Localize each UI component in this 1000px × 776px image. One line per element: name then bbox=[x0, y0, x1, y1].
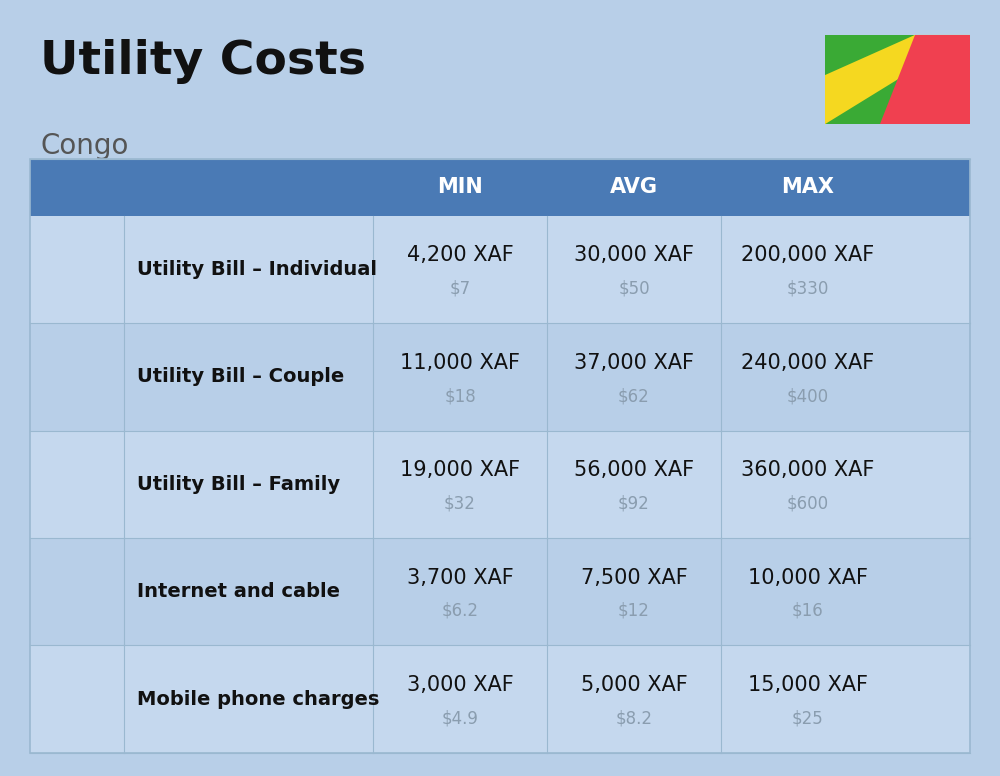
Text: Utility Costs: Utility Costs bbox=[40, 39, 366, 84]
Text: 10,000 XAF: 10,000 XAF bbox=[748, 568, 868, 587]
Text: $330: $330 bbox=[787, 280, 829, 298]
Bar bbox=[30, 159, 970, 216]
Bar bbox=[30, 216, 970, 323]
Text: 56,000 XAF: 56,000 XAF bbox=[574, 460, 694, 480]
Text: 15,000 XAF: 15,000 XAF bbox=[748, 675, 868, 695]
Text: $400: $400 bbox=[787, 387, 829, 405]
Polygon shape bbox=[825, 35, 970, 124]
Bar bbox=[30, 538, 970, 646]
Text: 19,000 XAF: 19,000 XAF bbox=[400, 460, 520, 480]
Text: $92: $92 bbox=[618, 494, 650, 513]
Text: Utility Bill – Individual: Utility Bill – Individual bbox=[137, 260, 377, 279]
Text: Mobile phone charges: Mobile phone charges bbox=[137, 690, 379, 708]
Text: $12: $12 bbox=[618, 602, 650, 620]
Text: MIN: MIN bbox=[437, 178, 483, 197]
Text: 5,000 XAF: 5,000 XAF bbox=[581, 675, 687, 695]
Text: 4,200 XAF: 4,200 XAF bbox=[407, 245, 513, 265]
Text: Utility Bill – Couple: Utility Bill – Couple bbox=[137, 367, 344, 386]
Text: 200,000 XAF: 200,000 XAF bbox=[741, 245, 874, 265]
Text: $7: $7 bbox=[449, 280, 471, 298]
Text: $6.2: $6.2 bbox=[442, 602, 479, 620]
Text: 37,000 XAF: 37,000 XAF bbox=[574, 353, 694, 372]
Text: 360,000 XAF: 360,000 XAF bbox=[741, 460, 875, 480]
Text: 11,000 XAF: 11,000 XAF bbox=[400, 353, 520, 372]
Bar bbox=[30, 159, 970, 753]
Text: $50: $50 bbox=[618, 280, 650, 298]
Text: 3,700 XAF: 3,700 XAF bbox=[407, 568, 513, 587]
Bar bbox=[30, 646, 970, 753]
Text: $8.2: $8.2 bbox=[615, 709, 652, 727]
Text: MAX: MAX bbox=[781, 178, 834, 197]
Text: $25: $25 bbox=[792, 709, 824, 727]
Bar bbox=[825, 35, 970, 124]
Text: 30,000 XAF: 30,000 XAF bbox=[574, 245, 694, 265]
Bar bbox=[30, 323, 970, 431]
Text: Internet and cable: Internet and cable bbox=[137, 582, 340, 601]
Bar bbox=[30, 431, 970, 538]
Text: 240,000 XAF: 240,000 XAF bbox=[741, 353, 874, 372]
Text: $600: $600 bbox=[787, 494, 829, 513]
Text: $62: $62 bbox=[618, 387, 650, 405]
Polygon shape bbox=[880, 35, 970, 124]
Text: 3,000 XAF: 3,000 XAF bbox=[407, 675, 513, 695]
Text: Utility Bill – Family: Utility Bill – Family bbox=[137, 475, 340, 494]
Text: $16: $16 bbox=[792, 602, 824, 620]
Text: $4.9: $4.9 bbox=[442, 709, 478, 727]
Text: $32: $32 bbox=[444, 494, 476, 513]
Text: $18: $18 bbox=[444, 387, 476, 405]
Text: Congo: Congo bbox=[40, 132, 128, 160]
Text: AVG: AVG bbox=[610, 178, 658, 197]
Text: 7,500 XAF: 7,500 XAF bbox=[581, 568, 687, 587]
